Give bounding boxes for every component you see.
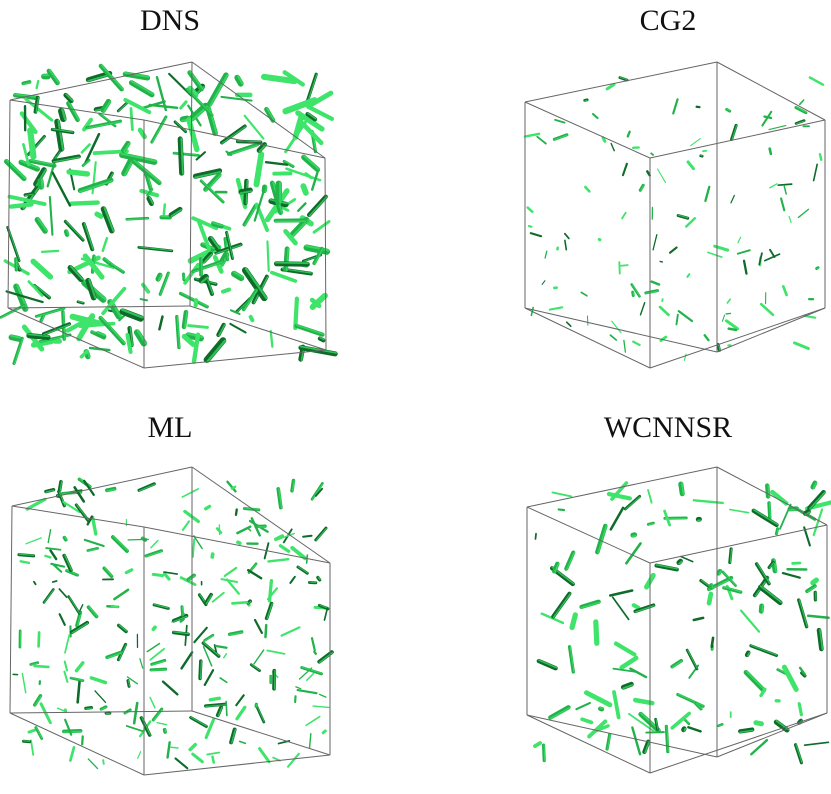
panel-wcnnsr: WCNNSR bbox=[505, 405, 831, 794]
vortex-structures bbox=[12, 477, 334, 770]
vortex-structures bbox=[523, 76, 825, 361]
panel-dns: DNS bbox=[0, 0, 340, 385]
panel-title-cg2: CG2 bbox=[639, 4, 697, 37]
vortex-isosurface-cube-cg2 bbox=[523, 61, 826, 369]
panel-title-dns: DNS bbox=[139, 4, 200, 37]
vortex-structures bbox=[533, 480, 831, 765]
cube-wireframe bbox=[7, 61, 327, 369]
cube-wireframe bbox=[9, 466, 331, 776]
vortex-isosurface-cube-wcnnsr bbox=[526, 466, 831, 774]
panel-ml: ML bbox=[0, 405, 340, 794]
panel-title-ml: ML bbox=[147, 411, 193, 444]
panel-title-wcnnsr: WCNNSR bbox=[603, 411, 733, 444]
cube-wireframe bbox=[526, 466, 828, 774]
vortex-structures bbox=[0, 63, 338, 365]
cube-wireframe bbox=[524, 61, 826, 369]
vortex-isosurface-cube-ml bbox=[9, 466, 334, 776]
vortex-isosurface-cube-dns bbox=[0, 61, 338, 369]
panel-cg2: CG2 bbox=[505, 0, 831, 385]
